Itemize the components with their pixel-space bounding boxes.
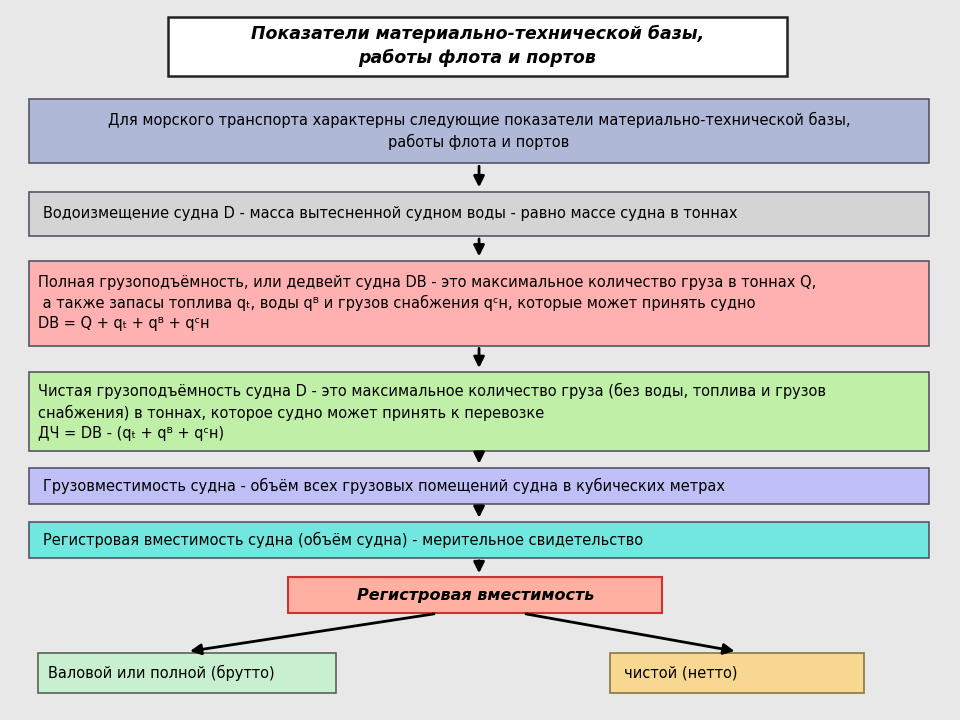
FancyBboxPatch shape [29,261,929,346]
Text: Валовой или полной (брутто): Валовой или полной (брутто) [48,665,275,681]
FancyBboxPatch shape [168,17,787,76]
Text: Чистая грузоподъёмность судна D - это максимальное количество груза (без воды, т: Чистая грузоподъёмность судна D - это ма… [38,383,827,441]
FancyBboxPatch shape [288,577,662,613]
Text: Водоизмещение судна D - масса вытесненной судном воды - равно массе судна в тонн: Водоизмещение судна D - масса вытесненно… [43,207,737,221]
Text: Грузовместимость судна - объём всех грузовых помещений судна в кубических метрах: Грузовместимость судна - объём всех груз… [43,478,725,494]
Text: чистой (нетто): чистой (нетто) [624,665,737,680]
FancyBboxPatch shape [29,372,929,451]
FancyBboxPatch shape [610,653,864,693]
FancyBboxPatch shape [29,99,929,163]
Text: Регистровая вместимость судна (объём судна) - мерительное свидетельство: Регистровая вместимость судна (объём суд… [43,532,643,548]
FancyBboxPatch shape [29,192,929,236]
FancyBboxPatch shape [29,522,929,558]
FancyBboxPatch shape [38,653,336,693]
Text: Для морского транспорта характерны следующие показатели материально-технической : Для морского транспорта характерны следу… [108,112,851,150]
Text: Показатели материально-технической базы,
работы флота и портов: Показатели материально-технической базы,… [251,25,705,67]
Text: Регистровая вместимость: Регистровая вместимость [356,588,594,603]
Text: Полная грузоподъёмность, или дедвейт судна DB - это максимальное количество груз: Полная грузоподъёмность, или дедвейт суд… [38,275,817,331]
FancyBboxPatch shape [29,468,929,504]
